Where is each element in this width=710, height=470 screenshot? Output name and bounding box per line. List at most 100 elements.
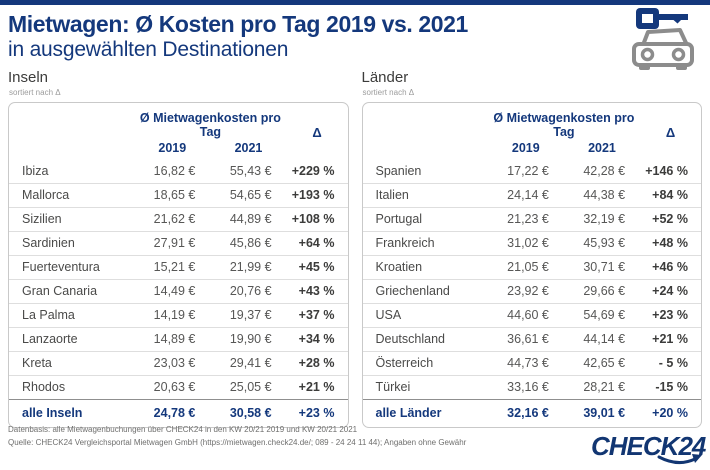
delta-cell: +48 % [652, 236, 688, 251]
price-2021-cell: 54,69 € [583, 308, 626, 323]
price-2021-cell: 32,19 € [583, 212, 626, 227]
price-2021-cell: 19,90 € [229, 332, 272, 347]
destination-cell: Spanien [375, 163, 422, 178]
price-2019-cell: 15,21 € [153, 260, 196, 275]
countries-sort-note: sortiert nach Δ [362, 87, 415, 97]
column-header-delta: Δ [665, 125, 676, 141]
destination-cell: Türkei [375, 380, 411, 395]
destination-cell: USA [375, 308, 402, 323]
table-row: Frankreich 31,02 € 45,93 € +48 % [362, 230, 701, 255]
tables-container: Inseln sortiert nach Δ Ø Mietwagenkosten… [0, 69, 710, 428]
islands-table: Ø Mietwagenkosten pro Tag 2019 2021 Δ Ib… [8, 101, 349, 428]
price-2021-cell: 45,93 € [583, 236, 626, 251]
check24-logo: CHECK24 [591, 431, 706, 464]
price-2021-cell: 29,66 € [583, 284, 626, 299]
header: Mietwagen: Ø Kosten pro Tag 2019 vs. 202… [0, 5, 710, 62]
column-header-2019: 2019 [511, 140, 540, 155]
check24-logo-swoosh [657, 454, 702, 464]
price-2021-cell: 44,89 € [229, 212, 272, 227]
column-header-2021: 2021 [588, 140, 616, 155]
countries-table-header: Ø Mietwagenkosten pro Tag 2019 2021 Δ [363, 106, 702, 159]
islands-table-body: Ibiza 16,82 € 55,43 € +229 % Mallorca 18,65 €… [9, 159, 348, 427]
price-2021-cell: 20,76 € [229, 284, 272, 299]
price-2021-cell: 30,58 € [229, 406, 272, 421]
destination-cell: Rhodos [22, 380, 66, 395]
destination-cell: Griechenland [375, 284, 450, 299]
footnote-databasis: Datenbasis: alle Mietwagenbuchungen über… [8, 425, 358, 435]
table-total-row: alle Inseln 24,78 € 30,58 € +23 % [9, 398, 348, 427]
destination-cell: Gran Canaria [22, 284, 98, 299]
delta-cell: +45 % [298, 260, 335, 275]
price-2019-cell: 14,89 € [153, 332, 196, 347]
delta-cell: - 5 % [658, 356, 688, 371]
price-2021-cell: 30,71 € [583, 260, 626, 275]
price-2019-cell: 20,63 € [153, 380, 196, 395]
price-2019-cell: 24,78 € [153, 406, 196, 421]
price-2019-cell: 21,23 € [507, 212, 549, 227]
price-2019-cell: 18,65 € [153, 188, 196, 203]
destination-cell: Portugal [375, 212, 423, 227]
column-header-2019: 2019 [158, 140, 187, 155]
delta-cell: +34 % [298, 332, 335, 347]
destination-cell: Ibiza [22, 163, 49, 178]
delta-cell: +43 % [298, 284, 335, 299]
column-header-2021: 2021 [234, 140, 263, 155]
price-2019-cell: 21,62 € [153, 212, 196, 227]
table-row: Sizilien 21,62 € 44,89 € +108 % [9, 206, 348, 231]
delta-cell: +37 % [298, 308, 335, 323]
table-row: Gran Canaria 14,49 € 20,76 € +43 % [9, 278, 348, 303]
delta-cell: +193 % [291, 188, 335, 203]
destination-cell: alle Länder [375, 406, 442, 421]
key-icon [636, 8, 688, 29]
table-row: USA 44,60 € 54,69 € +23 % [362, 302, 701, 327]
price-2021-cell: 42,28 € [583, 163, 626, 178]
price-2019-cell: 14,49 € [153, 284, 196, 299]
price-2019-cell: 24,14 € [507, 188, 549, 203]
table-row: Österreich 44,73 € 42,65 € - 5 % [362, 350, 701, 375]
page-title: Mietwagen: Ø Kosten pro Tag 2019 vs. 202… [8, 11, 468, 37]
delta-cell: +46 % [652, 260, 688, 275]
delta-cell: +229 % [291, 163, 335, 178]
table-row: Kreta 23,03 € 29,41 € +28 % [9, 350, 348, 375]
table-row: Rhodos 20,63 € 25,05 € +21 % [9, 374, 348, 399]
car-with-key-icon [626, 6, 700, 79]
footnotes: Datenbasis: alle Mietwagenbuchungen über… [8, 424, 466, 449]
price-2021-cell: 44,14 € [583, 332, 626, 347]
delta-cell: +23 % [298, 406, 335, 421]
price-2019-cell: 44,60 € [507, 308, 549, 323]
price-2021-cell: 19,37 € [229, 308, 272, 323]
islands-section: Inseln sortiert nach Δ Ø Mietwagenkosten… [8, 69, 349, 428]
table-row: Kroatien 21,05 € 30,71 € +46 % [362, 254, 701, 279]
price-2021-cell: 55,43 € [229, 163, 272, 178]
price-2019-cell: 44,73 € [507, 356, 549, 371]
price-2019-cell: 33,16 € [507, 380, 549, 395]
delta-cell: +108 % [291, 212, 335, 227]
price-2021-cell: 42,65 € [583, 356, 626, 371]
countries-section: Länder sortiert nach Δ Ø Mietwagenkosten… [361, 68, 702, 428]
price-2019-cell: 23,92 € [507, 284, 549, 299]
islands-section-title: Inseln [8, 68, 49, 86]
countries-section-title: Länder [361, 68, 409, 86]
page-subtitle: in ausgewählten Destinationen [8, 37, 289, 61]
check24-logo-text: CHECK24 [591, 431, 706, 461]
table-row: Italien 24,14 € 44,38 € +84 % [362, 182, 701, 207]
islands-sort-note: sortiert nach Δ [9, 87, 61, 97]
delta-cell: +23 % [652, 308, 688, 323]
table-row: Ibiza 16,82 € 55,43 € +229 % [9, 159, 348, 183]
table-row: Sardinien 27,91 € 45,86 € +64 % [9, 230, 348, 255]
delta-cell: +64 % [298, 236, 335, 251]
destination-cell: Frankreich [375, 236, 435, 251]
price-2019-cell: 16,82 € [153, 163, 196, 178]
delta-cell: +21 % [652, 332, 688, 347]
top-accent-bar [0, 0, 710, 5]
delta-cell: +20 % [652, 406, 688, 421]
table-row: Deutschland 36,61 € 44,14 € +21 % [362, 326, 701, 351]
destination-cell: Deutschland [375, 332, 446, 347]
countries-table-body: Spanien 17,22 € 42,28 € +146 % Italien 24,14 … [362, 159, 701, 427]
header-spacer [363, 111, 488, 155]
destination-cell: Italien [375, 188, 409, 203]
destination-cell: Sardinien [22, 236, 75, 251]
price-2019-cell: 14,19 € [153, 308, 196, 323]
destination-cell: alle Inseln [22, 406, 83, 421]
table-row: La Palma 14,19 € 19,37 € +37 % [9, 302, 348, 327]
